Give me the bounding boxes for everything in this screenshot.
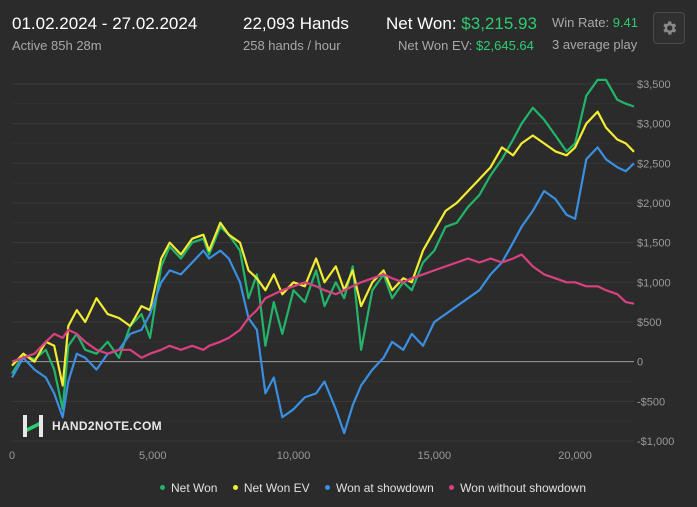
average-players: 3 average play bbox=[552, 37, 638, 52]
y-tick-label: -$1,000 bbox=[637, 436, 674, 448]
settings-button[interactable] bbox=[653, 12, 685, 44]
series-line-net-won bbox=[11, 78, 635, 411]
net-won-ev-label: Net Won EV: bbox=[398, 38, 473, 53]
net-won-ev-value: $2,645.64 bbox=[476, 38, 534, 53]
hand2note-logo-icon bbox=[23, 415, 43, 437]
chart-series bbox=[11, 78, 635, 435]
net-won-ev-summary: Net Won EV: $2,645.64 bbox=[398, 38, 534, 53]
x-tick-label: 15,000 bbox=[417, 450, 451, 462]
y-tick-label: $2,500 bbox=[637, 158, 671, 170]
legend-dot bbox=[160, 485, 165, 491]
legend-item-net-won[interactable]: Net Won bbox=[160, 481, 217, 495]
x-tick-label: 0 bbox=[9, 450, 15, 462]
legend-label: Won at showdown bbox=[335, 481, 434, 495]
legend-dot bbox=[324, 485, 330, 491]
legend-label: Net Won bbox=[171, 481, 218, 495]
win-rate-value: 9.41 bbox=[612, 15, 639, 30]
y-tick-label: 0 bbox=[637, 357, 643, 369]
x-axis-ticks: 0 5,000 10,000 15,000 20,000 bbox=[9, 450, 592, 462]
series-line-non-showdown bbox=[11, 253, 635, 363]
legend-item-won-without-showdown[interactable]: Won without showdown bbox=[449, 481, 586, 495]
series-line-net-won-ev bbox=[11, 110, 635, 387]
y-tick-label: $2,000 bbox=[637, 198, 671, 210]
x-tick-label: 5,000 bbox=[139, 450, 167, 462]
win-rate-summary: Win Rate: 9.41 bbox=[552, 15, 638, 30]
date-range: 01.02.2024 - 27.02.2024 bbox=[12, 14, 198, 33]
y-axis-ticks: $3,500 $3,000 $2,500 $2,000 $1,500 $1,000 $500… bbox=[637, 79, 674, 448]
hand2note-logo: HAND2NOTE.COM bbox=[22, 414, 162, 438]
y-tick-label: $3,500 bbox=[637, 79, 671, 91]
legend-dot bbox=[232, 485, 238, 491]
net-won-summary: Net Won: $3,215.93 bbox=[386, 14, 537, 34]
win-rate-label: Win Rate: bbox=[552, 15, 610, 30]
legend-label: Net Won EV bbox=[243, 481, 310, 495]
hands-per-hour: 258 hands / hour bbox=[243, 38, 341, 53]
legend-label: Won without showdown bbox=[460, 481, 587, 495]
y-tick-label: -$500 bbox=[637, 396, 665, 408]
net-won-value: $3,215.93 bbox=[461, 14, 537, 33]
legend-item-net-won-ev[interactable]: Net Won EV bbox=[232, 481, 310, 495]
gear-icon bbox=[663, 21, 677, 35]
active-time: Active 85h 28m bbox=[12, 38, 102, 53]
legend-item-won-at-showdown[interactable]: Won at showdown bbox=[324, 481, 434, 495]
y-tick-label: $1,000 bbox=[637, 277, 671, 289]
hands-count: 22,093 Hands bbox=[243, 14, 349, 33]
y-tick-label: $1,500 bbox=[637, 238, 671, 250]
y-tick-label: $3,000 bbox=[637, 119, 671, 131]
chart-legend: Net Won Net Won EV Won at showdown Won w… bbox=[160, 481, 598, 495]
chart-grid bbox=[12, 83, 634, 442]
y-tick-label: $500 bbox=[637, 317, 661, 329]
hand2note-logo-text: HAND2NOTE.COM bbox=[52, 419, 162, 433]
x-tick-label: 20,000 bbox=[558, 450, 592, 462]
legend-dot bbox=[449, 485, 455, 491]
x-tick-label: 10,000 bbox=[277, 450, 311, 462]
net-won-label: Net Won: bbox=[386, 14, 457, 33]
